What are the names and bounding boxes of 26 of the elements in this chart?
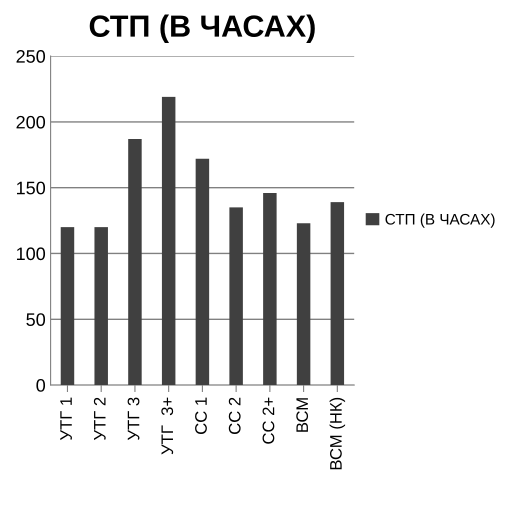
bar [196, 158, 210, 386]
x-tick-label: УТГ 1 [60, 398, 72, 440]
x-tick-label: УТГ 3 [128, 398, 140, 440]
y-tick-label: 250 [16, 50, 46, 63]
y-tick-label: 50 [26, 313, 46, 326]
y-tick-label: 100 [16, 247, 46, 260]
bar [128, 138, 142, 386]
x-tick-label: ВСМ [296, 398, 308, 432]
y-tick-label: 0 [36, 378, 46, 392]
x-tick-label: СС 2 [228, 398, 241, 434]
x-tick-label: СС 1 [195, 398, 207, 434]
bar [162, 96, 176, 386]
bar [330, 202, 344, 386]
x-tick-label: УТГ 2 [94, 398, 106, 440]
bar [94, 227, 108, 386]
bar [263, 192, 277, 386]
chart-title: СТП (В ЧАСАХ) [90, 14, 315, 43]
y-tick-label: 200 [16, 116, 46, 129]
y-tick-label: 150 [16, 182, 46, 194]
bar [60, 227, 74, 386]
x-tick-label: УТГ 3+ [161, 398, 174, 454]
x-tick-label: СС 2+ [262, 398, 274, 444]
legend-label: СТП (В ЧАСАХ) [386, 213, 495, 228]
x-tick-label: ВСМ (НК) [330, 398, 346, 470]
bar [296, 223, 310, 386]
bar [229, 207, 243, 386]
